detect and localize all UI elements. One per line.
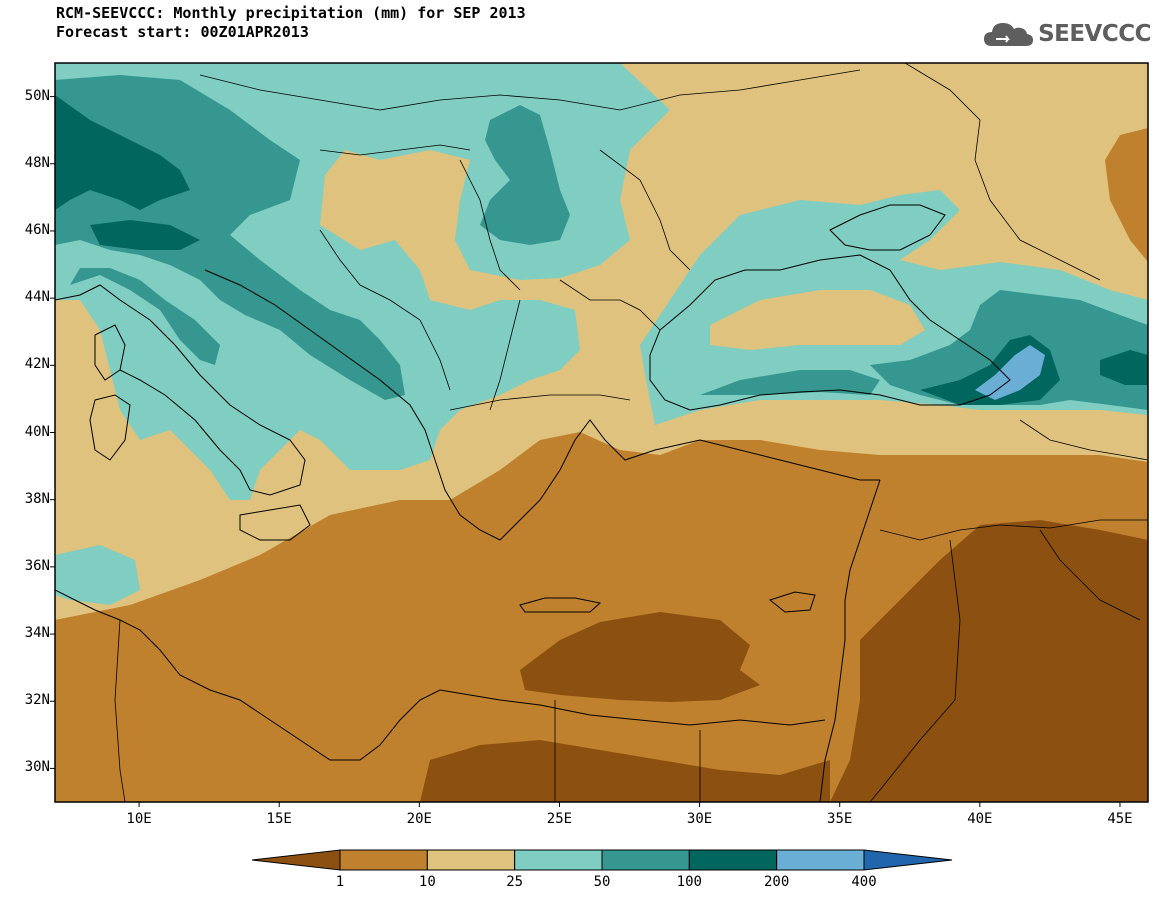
colorbar-level-label: 1 — [335, 874, 345, 890]
borders — [114, 63, 1148, 802]
band-50-100-turkey-coast — [700, 370, 880, 395]
lat-tick-label: 44N — [24, 289, 50, 306]
lat-tick-label: 48N — [24, 154, 50, 171]
band-100-200-alps — [55, 95, 190, 210]
colorbar-level-label: 50 — [593, 874, 611, 890]
lat-tick-label: 38N — [24, 490, 50, 507]
cloud-icon — [984, 23, 1034, 46]
band-50-100-carpathians — [480, 105, 570, 245]
band-25-50-sicily — [55, 545, 140, 605]
colorbar-level-label: 100 — [676, 874, 702, 890]
colorbar-level-label: 10 — [418, 874, 436, 890]
lat-tick-label: 40N — [24, 423, 50, 440]
axis-ticks — [50, 96, 1121, 807]
logo-text: SEEVCCC — [1038, 21, 1151, 47]
band-50-100-italy — [70, 268, 220, 365]
band-10-25-blacksea-inner — [710, 290, 925, 350]
band-100-200-alps-east — [90, 220, 200, 250]
lon-tick-label: 20E — [406, 811, 432, 827]
colorbar-level-label: 25 — [506, 874, 524, 890]
lat-tick-label: 34N — [24, 625, 50, 642]
band-lt1-south — [420, 740, 830, 802]
band-200-400-caucasus — [975, 345, 1045, 400]
lon-tick-label: 35E — [827, 811, 853, 827]
colorbar-level-label: 200 — [764, 874, 790, 890]
band-100-200-caucasus-east — [1100, 350, 1148, 385]
lon-tick-label: 45E — [1107, 811, 1133, 827]
lon-tick-label: 25E — [546, 811, 573, 827]
map-title: RCM-SEEVCCC: Monthly precipitation (mm) … — [56, 4, 526, 22]
band-lt1-central — [520, 612, 760, 702]
map-subtitle: Forecast start: 00Z01APR2013 — [56, 23, 309, 41]
colorbar-level-label: 400 — [851, 874, 877, 890]
seevccc-logo: SEEVCCC — [982, 16, 1151, 52]
lat-tick-label: 30N — [24, 759, 50, 776]
lat-tick-label: 32N — [24, 692, 50, 709]
band-lt1-east — [830, 520, 1148, 802]
lon-tick-label: 10E — [126, 811, 152, 827]
lon-tick-label: 15E — [266, 811, 292, 827]
lat-tick-label: 42N — [24, 356, 50, 373]
precipitation-field — [55, 63, 1148, 802]
lon-tick-label: 30E — [686, 811, 713, 827]
lat-tick-label: 36N — [24, 557, 50, 574]
band-1-10-northeast — [1105, 128, 1148, 262]
coastlines — [55, 204, 1011, 802]
lon-tick-label: 40E — [967, 811, 993, 827]
lat-tick-label: 46N — [24, 221, 50, 238]
lat-tick-label: 50N — [24, 87, 50, 104]
